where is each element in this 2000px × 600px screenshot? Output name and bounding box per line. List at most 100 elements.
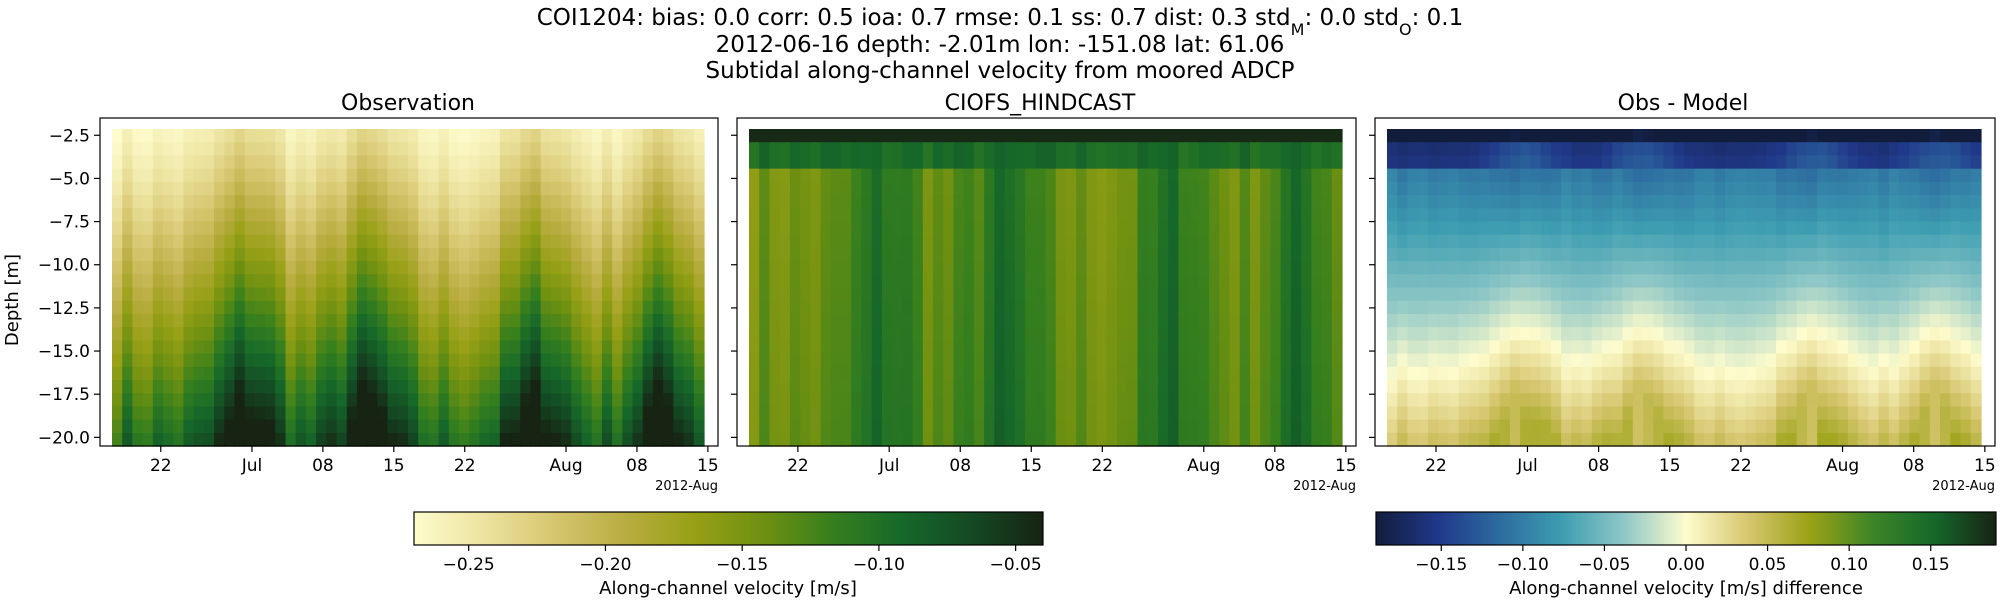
- heatmap-cell: [571, 366, 583, 381]
- heatmap-cell: [1520, 221, 1531, 236]
- heatmap-cell: [963, 181, 975, 196]
- heatmap-cell: [1331, 313, 1343, 328]
- heatmap-cell: [851, 340, 863, 355]
- heatmap-cell: [459, 168, 470, 183]
- heatmap-cell: [881, 234, 893, 249]
- heatmap-cell: [881, 300, 893, 315]
- heatmap-cell: [922, 234, 934, 249]
- heatmap-cell: [346, 366, 358, 381]
- heatmap-cell: [1198, 419, 1210, 434]
- heatmap-cell: [1427, 168, 1439, 183]
- heatmap-cell: [163, 432, 174, 447]
- heatmap-cell: [1499, 366, 1511, 381]
- heatmap-cell: [265, 142, 276, 157]
- heatmap-cell: [1321, 366, 1333, 381]
- heatmap-cell: [408, 247, 419, 262]
- heatmap-cell: [1137, 327, 1149, 341]
- heatmap-cell: [1878, 168, 1890, 183]
- heatmap-cell: [1260, 340, 1272, 355]
- heatmap-cell: [1847, 195, 1859, 209]
- heatmap-cell: [1468, 181, 1480, 196]
- heatmap-cell: [1086, 313, 1098, 328]
- heatmap-cell: [1786, 380, 1798, 394]
- heatmap-cell: [305, 274, 317, 289]
- heatmap-cell: [1684, 129, 1695, 143]
- heatmap-cell: [994, 195, 1006, 209]
- heatmap-cell: [1025, 274, 1036, 289]
- heatmap-cell: [663, 221, 674, 236]
- heatmap-cell: [459, 432, 470, 447]
- heatmap-cell: [1745, 129, 1757, 143]
- heatmap-cell: [275, 247, 287, 262]
- heatmap-cell: [1270, 208, 1282, 223]
- heatmap-cell: [1899, 300, 1910, 315]
- heatmap-cell: [1663, 406, 1675, 421]
- heatmap-cell: [1270, 366, 1282, 381]
- heatmap-cell: [769, 287, 781, 302]
- heatmap-cell: [1397, 419, 1409, 434]
- heatmap-cell: [295, 287, 307, 302]
- heatmap-cell: [1837, 168, 1849, 183]
- heatmap-cell: [1168, 353, 1180, 368]
- heatmap-cell: [1632, 247, 1644, 262]
- heatmap-cell: [861, 168, 873, 183]
- heatmap-cell: [1817, 366, 1828, 381]
- heatmap-cell: [305, 300, 317, 315]
- heatmap-cell: [1919, 181, 1931, 196]
- heatmap-cell: [1168, 208, 1180, 223]
- heatmap-cell: [520, 380, 532, 394]
- heatmap-cell: [1591, 327, 1603, 341]
- heatmap-cell: [1004, 129, 1016, 143]
- heatmap-cell: [622, 327, 634, 341]
- heatmap-cell: [1147, 353, 1159, 368]
- heatmap-cell: [632, 142, 644, 157]
- heatmap-cell: [479, 366, 491, 381]
- heatmap-cell: [1045, 129, 1057, 143]
- heatmap-cell: [953, 366, 965, 381]
- heatmap-cell: [346, 155, 358, 170]
- heatmap-cell: [438, 208, 450, 223]
- heatmap-cell: [1229, 366, 1241, 381]
- heatmap-cell: [397, 327, 409, 341]
- heatmap-cell: [499, 208, 511, 223]
- heatmap-cell: [1878, 340, 1890, 355]
- heatmap-cell: [550, 353, 562, 368]
- heatmap-cell: [173, 129, 185, 143]
- heatmap-cell: [1438, 274, 1450, 289]
- heatmap-cell: [1550, 142, 1562, 157]
- heatmap-cell: [1622, 287, 1634, 302]
- heatmap-cell: [1909, 208, 1921, 223]
- heatmap-cell: [1489, 419, 1501, 434]
- heatmap-cell: [1632, 287, 1644, 302]
- heatmap-cell: [356, 366, 368, 381]
- heatmap-cell: [984, 208, 995, 223]
- heatmap-cell: [830, 221, 842, 236]
- heatmap-cell: [152, 353, 164, 368]
- heatmap-cell: [830, 195, 842, 209]
- heatmap-cell: [1919, 313, 1931, 328]
- heatmap-cell: [769, 300, 781, 315]
- heatmap-cell: [984, 168, 995, 183]
- heatmap-cell: [499, 195, 511, 209]
- heatmap-cell: [1290, 208, 1302, 223]
- heatmap-cell: [428, 313, 440, 328]
- heatmap-cell: [1209, 168, 1220, 183]
- heatmap-cell: [1106, 366, 1118, 381]
- heatmap-cell: [163, 419, 174, 434]
- heatmap-cell: [469, 366, 481, 381]
- heatmap-cell: [1888, 155, 1900, 170]
- heatmap-cell: [1117, 181, 1128, 196]
- heatmap-cell: [994, 274, 1006, 289]
- heatmap-cell: [1290, 247, 1302, 262]
- heatmap-cell: [295, 168, 307, 183]
- heatmap-cell: [1847, 247, 1859, 262]
- heatmap-cell: [254, 353, 266, 368]
- heatmap-cell: [1561, 142, 1572, 157]
- heatmap-cell: [1168, 221, 1180, 236]
- heatmap-cell: [1106, 300, 1118, 315]
- heatmap-cell: [356, 155, 368, 170]
- heatmap-cell: [779, 432, 791, 447]
- heatmap-cell: [800, 327, 811, 341]
- heatmap-cell: [1847, 234, 1859, 249]
- heatmap-cell: [265, 247, 276, 262]
